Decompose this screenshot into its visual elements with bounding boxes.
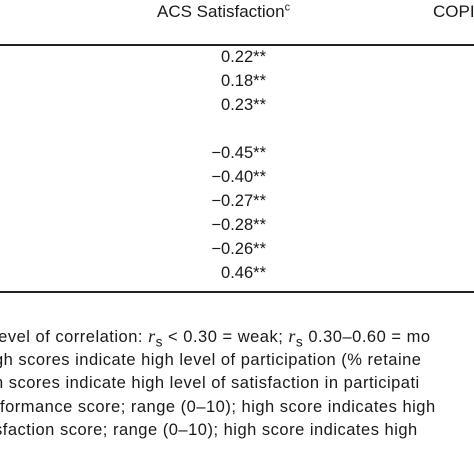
table-cell: −0.26**	[211, 240, 266, 258]
footnote-line: level of correlation: rs < 0.30 = weak; …	[0, 325, 474, 349]
table-cell: −0.40**	[211, 168, 266, 186]
table-cell: 0.46**	[221, 264, 266, 282]
column-header-acs-satisfaction: ACS Satisfactionc	[157, 2, 290, 22]
footnote-subscript: s	[295, 334, 304, 350]
footnote-subscript: s	[155, 334, 163, 350]
table-cell: −0.28**	[211, 216, 266, 234]
footnote-text: level of correlation:	[0, 328, 149, 346]
footnote-line: h scores indicate high level of satisfac…	[0, 374, 420, 392]
table-footnotes: level of correlation: rs < 0.30 = weak; …	[0, 325, 474, 443]
header-text: COPI	[433, 2, 474, 21]
table-cell: 0.22**	[221, 48, 266, 66]
header-footnote-marker: c	[284, 1, 291, 14]
table-cell: 0.18**	[221, 72, 266, 90]
table-rule-bottom	[0, 291, 474, 293]
table-rule-top	[0, 44, 474, 46]
footnote-text: 0.30–0.60 = mo	[303, 328, 431, 346]
footnote-line: gh scores indicate high level of partici…	[0, 350, 422, 369]
table-cell: −0.27**	[211, 192, 266, 210]
footnote-symbol: r	[288, 326, 296, 346]
footnote-line: rformance score; range (0–10); high scor…	[0, 397, 436, 416]
column-header-partial-right: COPI	[433, 2, 474, 22]
table-cell: 0.23**	[221, 96, 266, 114]
header-text: ACS Satisfaction	[157, 2, 285, 21]
table-cell: −0.45**	[211, 144, 266, 162]
footnote-symbol: r	[148, 326, 156, 346]
footnote-line: sfaction score; range (0–10); high score…	[0, 421, 418, 439]
footnote-text: < 0.30 = weak;	[162, 328, 289, 346]
